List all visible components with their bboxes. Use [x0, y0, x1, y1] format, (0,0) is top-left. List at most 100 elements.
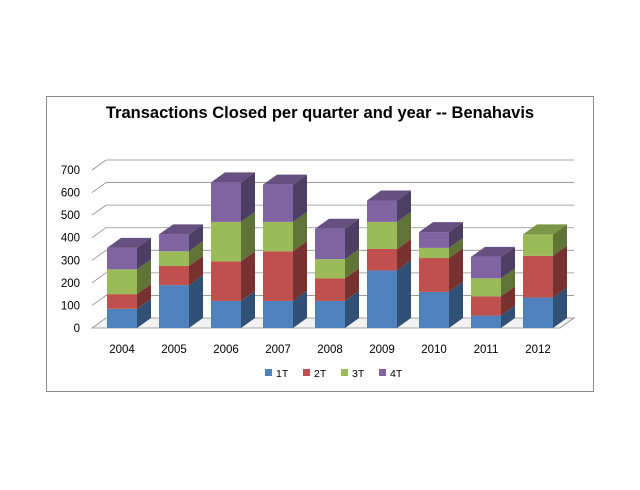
bar-face: [159, 265, 189, 286]
bar-side: [345, 268, 359, 301]
bar-face: [367, 270, 397, 328]
bar-segment: [211, 172, 255, 222]
bar-face: [263, 184, 293, 222]
bar-side: [553, 224, 567, 256]
bar-segment: [367, 260, 411, 328]
bar-face: [471, 278, 501, 297]
bar-segment: [471, 305, 515, 328]
legend-item: 3T: [341, 368, 365, 380]
y-tick-label: 300: [61, 255, 80, 267]
bar-segment: [263, 174, 307, 222]
bar-segment: [159, 241, 203, 266]
gridline: [91, 182, 574, 193]
x-tick-label: 2006: [213, 344, 239, 356]
bar-segment: [315, 268, 359, 301]
bar-side: [501, 286, 515, 316]
bar-side: [501, 305, 515, 328]
legend-item: 1T: [265, 368, 289, 380]
bar-face: [211, 221, 241, 262]
bar-face: [523, 234, 553, 256]
bar-segment: [523, 287, 567, 328]
gridline: [91, 295, 574, 306]
bar-segment: [107, 284, 151, 309]
bar-face: [367, 221, 397, 250]
x-tick-label: 2007: [265, 344, 291, 356]
bar-side: [397, 190, 411, 222]
bar-segment: [419, 237, 463, 259]
legend-label: 1T: [276, 368, 289, 380]
bar-face: [211, 300, 241, 328]
gridline: [91, 272, 574, 284]
bar-segment: [315, 218, 359, 260]
gridline: [91, 227, 574, 239]
bar-side: [449, 248, 463, 292]
bar-segment: [471, 268, 515, 297]
legend-label: 3T: [352, 368, 365, 380]
bar-face: [159, 234, 189, 252]
bar-segment: [367, 239, 411, 271]
bar-side: [241, 290, 255, 328]
legend-item: 4T: [379, 368, 403, 380]
bar-segment: [263, 211, 307, 252]
bar-face: [367, 200, 397, 222]
bar-segment: [419, 248, 463, 292]
bar-side: [293, 241, 307, 301]
bar-face: [471, 315, 501, 328]
chart-title: Transactions Closed per quarter and year…: [105, 104, 535, 122]
bar-face: [263, 300, 293, 328]
bar-face: [419, 258, 449, 292]
bar-top: [419, 222, 463, 233]
bar-face: [315, 259, 345, 279]
bar-side: [501, 246, 515, 279]
bar-face: [315, 228, 345, 260]
bar-face: [159, 285, 189, 328]
bar-top: [523, 224, 567, 235]
y-tick-label: 0: [74, 323, 80, 335]
bar-face: [107, 308, 137, 328]
gridline: [91, 204, 574, 216]
y-tick-label: 700: [61, 165, 80, 177]
bar-side: [397, 211, 411, 250]
gridline: [91, 159, 574, 171]
bar-face: [419, 247, 449, 259]
bar-side: [189, 241, 203, 266]
bar-side: [293, 290, 307, 328]
bar-face: [263, 251, 293, 301]
bar-segment: [471, 286, 515, 316]
bar-side: [293, 174, 307, 222]
bar-segment: [107, 259, 151, 295]
bar-side: [553, 245, 567, 298]
bar-side: [397, 260, 411, 328]
bar-face: [159, 251, 189, 266]
bar-top: [263, 174, 307, 185]
bar-face: [211, 182, 241, 222]
bar-segment: [159, 224, 203, 252]
bar-top: [315, 218, 359, 229]
legend-swatch: [265, 369, 272, 376]
bar-top: [159, 224, 203, 235]
bar-top: [211, 172, 255, 183]
bar-side: [189, 255, 203, 286]
bar-side: [449, 237, 463, 259]
bar-segment: [211, 290, 255, 328]
legend-label: 4T: [390, 368, 403, 380]
bar-segment: [107, 237, 151, 270]
bar-top: [107, 237, 151, 248]
bar-face: [419, 232, 449, 248]
bar-face: [419, 291, 449, 328]
bar-segment: [263, 290, 307, 328]
bar-face: [315, 300, 345, 328]
bar-side: [501, 268, 515, 297]
bar-segment: [211, 211, 255, 262]
bar-face: [315, 278, 345, 301]
bar-segment: [523, 245, 567, 298]
x-tick-label: 2008: [317, 344, 343, 356]
bar-segment: [211, 251, 255, 301]
bar-segment: [263, 241, 307, 301]
bar-face: [107, 269, 137, 295]
bar-top: [471, 246, 515, 257]
bar-segment: [471, 246, 515, 279]
bar-segment: [159, 255, 203, 286]
bar-side: [137, 259, 151, 295]
